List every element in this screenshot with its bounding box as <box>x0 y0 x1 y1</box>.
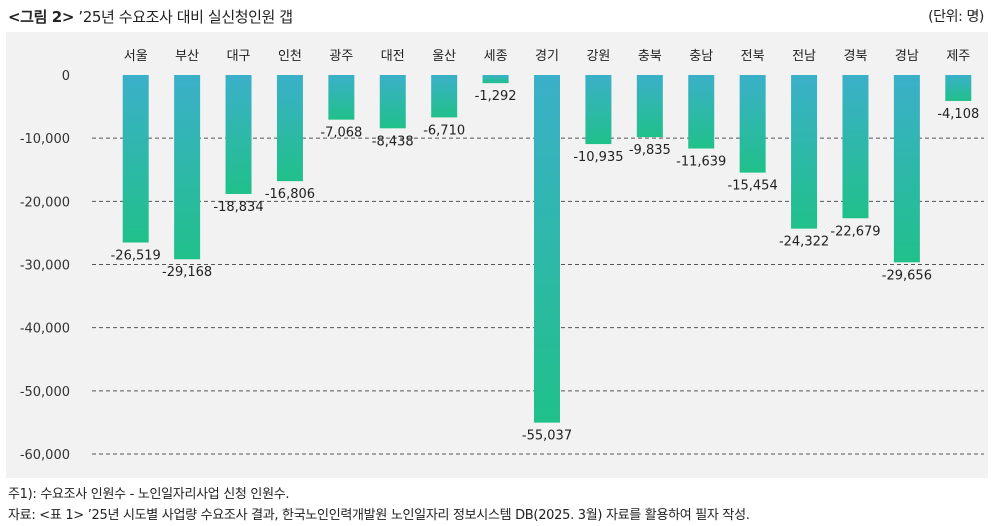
category-label: 부산 <box>175 49 199 64</box>
category-label: 강원 <box>586 49 610 64</box>
category-label: 전남 <box>792 49 816 64</box>
bar <box>842 75 869 219</box>
chart-title: ’25년 수요조사 대비 실신청인원 갭 <box>78 8 293 26</box>
chart-panel: 0 -10,000 -20,000 -30,000 -40,000 -50,000 -60,… <box>6 32 988 478</box>
category-label: 경남 <box>895 49 919 64</box>
data-label: -10,935 <box>573 150 623 165</box>
data-label: -55,037 <box>522 429 572 444</box>
data-label: -29,656 <box>882 268 932 283</box>
y-tick-label: -40,000 <box>20 322 70 337</box>
unit-label: (단위: 명) <box>928 9 984 25</box>
bar <box>482 75 509 84</box>
y-tick-label: -60,000 <box>20 448 70 463</box>
footnote: 주1): 수요조사 인원수 - 노인일자리사업 신청 인원수. <box>8 487 290 502</box>
data-label: -16,806 <box>265 187 315 202</box>
category-label: 세종 <box>484 49 508 64</box>
chart-header: <그림 2> ’25년 수요조사 대비 실신청인원 갭 (단위: 명) <box>8 6 992 30</box>
chart-notes: 주1): 수요조사 인원수 - 노인일자리사업 신청 인원수. 자료: <표 1… <box>8 484 750 526</box>
data-label: -24,322 <box>779 235 829 250</box>
bar <box>791 75 818 229</box>
bar <box>739 75 766 173</box>
category-label: 충북 <box>638 49 662 64</box>
bar <box>431 75 458 118</box>
bar <box>276 75 303 182</box>
category-label: 광주 <box>329 49 353 64</box>
y-tick-label: -30,000 <box>20 259 70 274</box>
bar <box>534 75 560 423</box>
data-label: -18,834 <box>213 200 263 215</box>
data-label: -4,108 <box>937 107 979 122</box>
y-tick-label: 0 <box>62 69 70 84</box>
y-tick-label: -50,000 <box>20 385 70 400</box>
category-label: 제주 <box>946 49 970 64</box>
bar <box>174 75 201 260</box>
data-label: -9,835 <box>629 143 671 158</box>
bar-chart: 0 -10,000 -20,000 -30,000 -40,000 -50,000 -60,… <box>20 49 984 463</box>
category-label: 전북 <box>741 49 765 64</box>
category-label: 충남 <box>689 49 713 64</box>
category-label: 울산 <box>432 49 456 64</box>
bar <box>893 75 920 263</box>
category-label: 경기 <box>535 49 559 64</box>
bar <box>379 75 406 129</box>
bar <box>328 75 355 120</box>
data-label: -29,168 <box>162 265 212 280</box>
bar <box>636 75 663 138</box>
data-label: -7,068 <box>320 126 362 141</box>
data-label: -6,710 <box>423 123 465 138</box>
bar <box>945 75 972 101</box>
data-label: -11,639 <box>676 155 726 170</box>
data-label: -15,454 <box>728 179 778 194</box>
category-label: 경북 <box>844 49 868 64</box>
data-label: -1,292 <box>475 89 517 104</box>
bar <box>585 75 612 145</box>
y-tick-label: -10,000 <box>20 132 70 147</box>
data-label: -26,519 <box>111 249 161 264</box>
category-label: 인천 <box>278 49 302 64</box>
y-tick-label: -20,000 <box>20 195 70 210</box>
figure-label: <그림 2> <box>8 8 74 26</box>
data-label: -22,679 <box>830 224 880 239</box>
bar <box>225 75 252 194</box>
category-label: 서울 <box>124 49 148 64</box>
data-label: -8,438 <box>372 134 414 149</box>
bar <box>122 75 149 243</box>
bar <box>688 75 715 149</box>
category-label: 대전 <box>381 49 405 64</box>
category-label: 대구 <box>227 49 251 64</box>
source-note: 자료: <표 1> ’25년 시도별 사업량 수요조사 결과, 한국노인인력개발… <box>8 508 750 523</box>
